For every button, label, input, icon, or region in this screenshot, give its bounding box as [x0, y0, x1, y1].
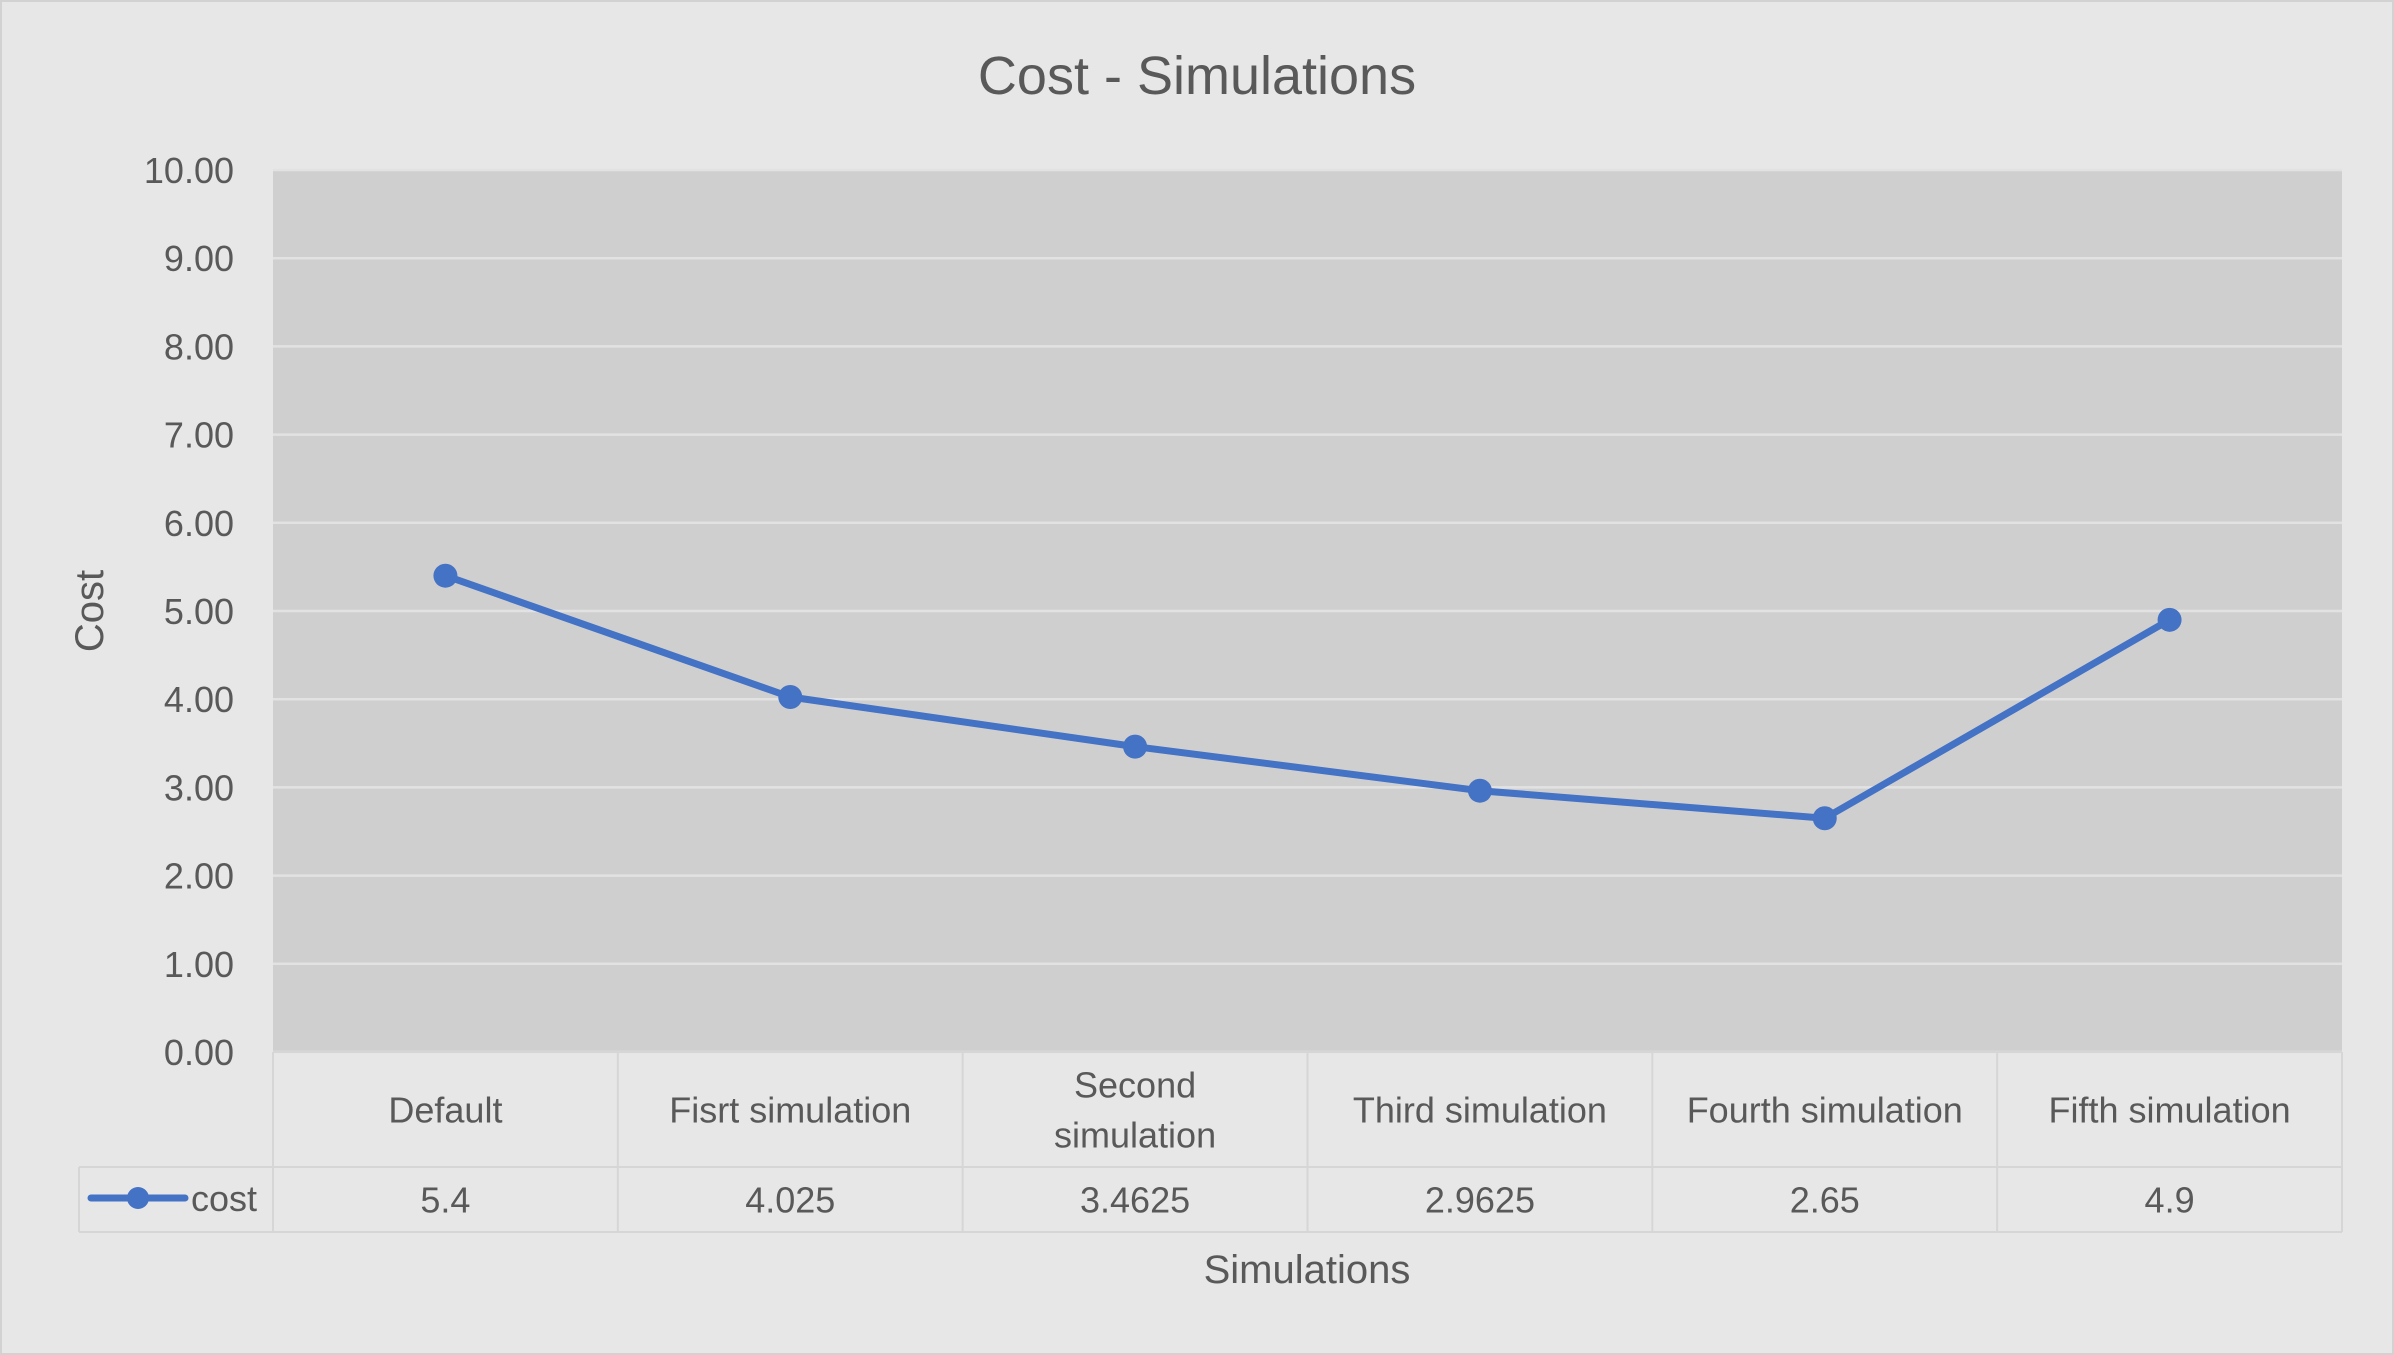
data-table-value: 2.65: [1790, 1180, 1860, 1221]
x-category-label: Third simulation: [1353, 1090, 1607, 1131]
data-point: [2157, 607, 2182, 632]
y-tick-label: 7.00: [164, 415, 234, 456]
x-category-label: simulation: [1054, 1115, 1216, 1156]
y-axis-tick-labels: 0.00 1.00 2.00 3.00 4.00 5.00 6.00 7.00 8.00 9.00…: [144, 150, 234, 1073]
x-category-label: Second: [1074, 1065, 1196, 1106]
y-tick-label: 0.00: [164, 1032, 234, 1073]
data-point: [1123, 734, 1148, 759]
x-axis-title: Simulations: [1204, 1248, 1411, 1292]
series-line-cost: [441, 572, 2174, 822]
y-tick-label: 4.00: [164, 679, 234, 720]
data-table-value: 2.9625: [1425, 1180, 1535, 1221]
data-table-value: 3.4625: [1080, 1180, 1190, 1221]
data-point: [778, 684, 803, 709]
y-tick-label: 5.00: [164, 591, 234, 632]
x-category-label: Fifth simulation: [2049, 1090, 2291, 1131]
gridlines: [273, 168, 2342, 1054]
y-tick-label: 2.00: [164, 856, 234, 897]
data-table-value: 4.025: [745, 1180, 835, 1221]
x-category-label: Default: [388, 1090, 502, 1131]
chart-title: Cost - Simulations: [978, 46, 1416, 106]
y-axis-title: Cost: [68, 570, 112, 652]
y-tick-label: 6.00: [164, 503, 234, 544]
legend-point-marker: [127, 1187, 149, 1209]
y-tick-label: 1.00: [164, 944, 234, 985]
y-tick-label: 3.00: [164, 767, 234, 808]
x-category-label: Fisrt simulation: [669, 1090, 911, 1131]
data-point: [433, 563, 458, 588]
y-tick-label: 8.00: [164, 326, 234, 367]
data-table: Default 5.4 Fisrt simulation 4.025 Second sim…: [78, 1051, 2343, 1233]
data-table-value: 5.4: [420, 1180, 470, 1221]
series-cost: [433, 563, 2182, 831]
x-category-label: Fourth simulation: [1687, 1090, 1963, 1131]
data-point: [1812, 806, 1837, 831]
data-point: [1467, 778, 1492, 803]
y-tick-label: 9.00: [164, 238, 234, 279]
data-table-value: 4.9: [2145, 1180, 2195, 1221]
legend-label-cost: cost: [191, 1178, 257, 1219]
y-tick-label: 10.00: [144, 150, 234, 191]
legend-entry-cost: cost: [87, 1178, 257, 1219]
